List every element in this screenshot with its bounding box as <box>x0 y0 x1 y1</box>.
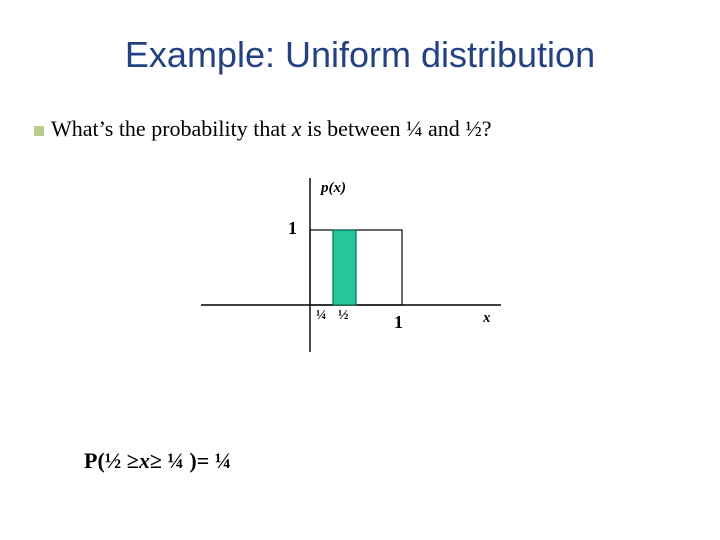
question-part-a: What’s the probability that <box>51 116 292 141</box>
x-tick-quarter: ¼ <box>316 308 327 324</box>
question-text: What’s the probability that x is between… <box>51 116 492 142</box>
slide-title: Example: Uniform distribution <box>0 34 720 76</box>
answer-part-a: P(½ ≥ <box>84 448 139 473</box>
y-axis-label: p(x) <box>321 180 346 197</box>
answer-part-b: ≥ ¼ )= ¼ <box>150 448 231 473</box>
bullet-accent <box>34 126 44 136</box>
slide: Example: Uniform distribution What’s the… <box>0 0 720 540</box>
answer-var-x: x <box>139 448 150 473</box>
x-axis-label: x <box>483 310 491 327</box>
uniform-chart: p(x) x 1 ¼ ½ 1 <box>201 178 519 374</box>
chart-svg <box>201 178 519 374</box>
x-tick-half: ½ <box>338 308 349 324</box>
answer-text: P(½ ≥x≥ ¼ )= ¼ <box>84 448 231 474</box>
y-tick-1: 1 <box>288 218 297 239</box>
question-var-x: x <box>292 116 302 141</box>
x-tick-1: 1 <box>394 312 403 333</box>
question-part-b: is between ¼ and ½? <box>302 116 492 141</box>
